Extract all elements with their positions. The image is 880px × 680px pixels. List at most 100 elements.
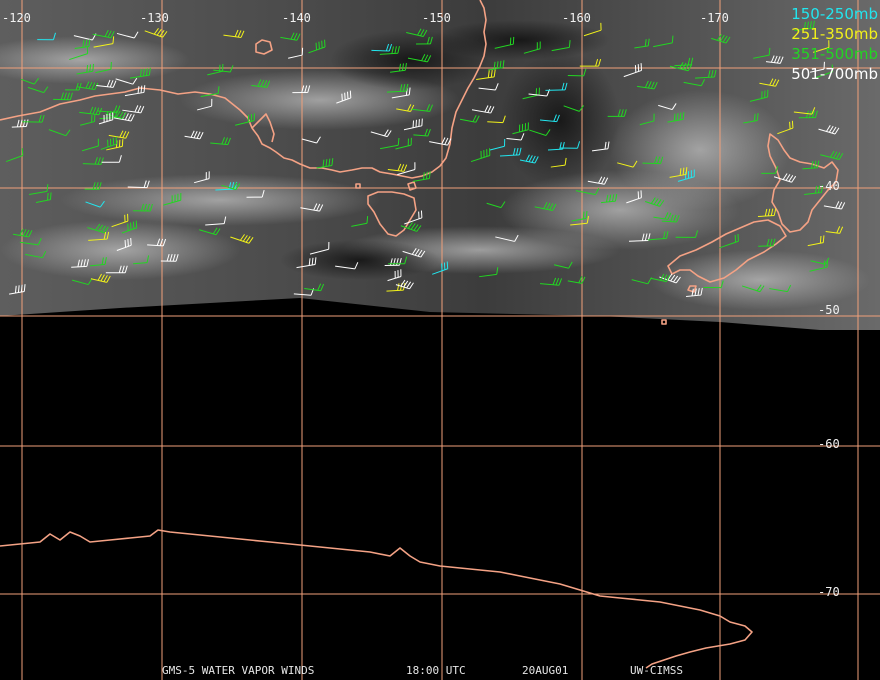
wind-barb bbox=[53, 92, 73, 101]
wind-barb bbox=[80, 114, 96, 126]
cloud-feature bbox=[60, 174, 380, 226]
wind-barb bbox=[407, 54, 432, 63]
wind-barb bbox=[703, 280, 724, 289]
wind-barb bbox=[316, 158, 334, 169]
wind-barb bbox=[411, 104, 434, 112]
wind-barb bbox=[184, 130, 204, 140]
wind-barb bbox=[371, 43, 393, 52]
wind-barb bbox=[749, 89, 769, 102]
wind-barb bbox=[406, 28, 428, 38]
wind-barb bbox=[471, 105, 495, 114]
data-source: UW-CIMSS bbox=[630, 664, 683, 677]
product-name: GMS-5 WATER VAPOR WINDS bbox=[162, 664, 315, 677]
wind-barb bbox=[551, 40, 571, 52]
flinders-island bbox=[407, 181, 417, 191]
wind-barb bbox=[601, 193, 618, 204]
wind-barb bbox=[122, 105, 145, 114]
wind-barb bbox=[794, 20, 815, 31]
wind-barb bbox=[98, 105, 121, 114]
antarctica-coast bbox=[0, 529, 753, 669]
wind-barb bbox=[540, 277, 563, 286]
wind-barb bbox=[825, 226, 844, 234]
wind-barb bbox=[623, 63, 643, 78]
wind-barb bbox=[71, 278, 93, 286]
wind-barb bbox=[147, 238, 167, 247]
kangaroo-island bbox=[255, 39, 273, 55]
longitude-label: -150 bbox=[422, 11, 451, 25]
wind-barb bbox=[76, 63, 95, 75]
wind-barb bbox=[769, 284, 792, 293]
wind-barb bbox=[486, 201, 506, 209]
wind-barb bbox=[115, 77, 138, 85]
wind-barb bbox=[495, 234, 519, 242]
cloud-feature bbox=[430, 20, 610, 60]
wind-barb bbox=[111, 213, 129, 228]
wind-barb bbox=[20, 77, 39, 85]
latitude-label: -60 bbox=[818, 437, 840, 451]
wind-barb bbox=[19, 238, 42, 246]
wind-barb bbox=[470, 148, 491, 163]
wind-barb bbox=[89, 257, 107, 267]
wind-barb bbox=[634, 38, 650, 49]
wind-barb bbox=[653, 35, 674, 48]
wind-barb bbox=[133, 255, 150, 265]
latitude-label: -50 bbox=[818, 303, 840, 317]
wind-barb bbox=[9, 284, 26, 295]
wind-barb bbox=[563, 105, 584, 112]
wind-barb bbox=[108, 130, 130, 139]
wind-barb bbox=[810, 257, 830, 265]
cloud-feature bbox=[0, 220, 240, 280]
image-caption: GMS-5 WATER VAPOR WINDS 18:00 UTC 20AUG0… bbox=[0, 664, 880, 678]
image-date: 20AUG01 bbox=[522, 664, 569, 677]
wind-barb bbox=[550, 157, 567, 168]
wind-barb bbox=[251, 79, 271, 88]
australia-southeast-coast bbox=[0, 0, 487, 179]
wind-barb bbox=[235, 113, 255, 126]
wind-barb bbox=[387, 269, 402, 282]
tasmania bbox=[367, 191, 417, 237]
wind-barb bbox=[809, 61, 825, 73]
wind-barb bbox=[487, 115, 506, 124]
wind-barb bbox=[397, 162, 416, 176]
wind-barb bbox=[559, 141, 581, 149]
wind-barb bbox=[695, 69, 717, 79]
latitude-label: -40 bbox=[818, 179, 840, 193]
wind-barb bbox=[22, 114, 45, 123]
wind-barb bbox=[686, 287, 703, 297]
wind-barb bbox=[479, 267, 499, 278]
wind-barb bbox=[758, 238, 776, 247]
wind-barb bbox=[11, 119, 29, 128]
wind-barb bbox=[81, 138, 99, 152]
wind-barb bbox=[71, 259, 89, 268]
wind-barb bbox=[674, 57, 694, 67]
wind-barb bbox=[765, 55, 784, 64]
pressure-level-legend: 150-250mb 251-350mb 351-500mb 501-700mb bbox=[791, 4, 878, 84]
wind-barb bbox=[402, 248, 426, 258]
wind-barb bbox=[388, 256, 408, 265]
wind-barb bbox=[121, 220, 138, 234]
wind-barb bbox=[92, 29, 115, 39]
wind-barb bbox=[210, 137, 231, 146]
wind-barb bbox=[387, 163, 408, 172]
cloud-feature bbox=[280, 240, 440, 280]
wind-barb bbox=[280, 32, 301, 41]
wind-barb bbox=[820, 150, 844, 160]
wind-barb bbox=[395, 279, 414, 290]
coastlines bbox=[0, 0, 839, 669]
wind-barb bbox=[499, 147, 522, 157]
wind-barb bbox=[404, 210, 423, 225]
wind-barb bbox=[677, 169, 695, 182]
wind-barb bbox=[591, 141, 610, 152]
cloud-feature bbox=[0, 36, 190, 84]
wind-barb bbox=[133, 203, 153, 212]
wind-barb bbox=[116, 31, 139, 39]
wind-barb bbox=[213, 65, 234, 73]
wind-barb bbox=[488, 60, 505, 71]
wind-barb bbox=[753, 47, 771, 59]
cloud-feature bbox=[650, 250, 870, 310]
wind-barb bbox=[205, 216, 227, 226]
latitude-label: -70 bbox=[818, 585, 840, 599]
wind-barb bbox=[683, 78, 706, 87]
